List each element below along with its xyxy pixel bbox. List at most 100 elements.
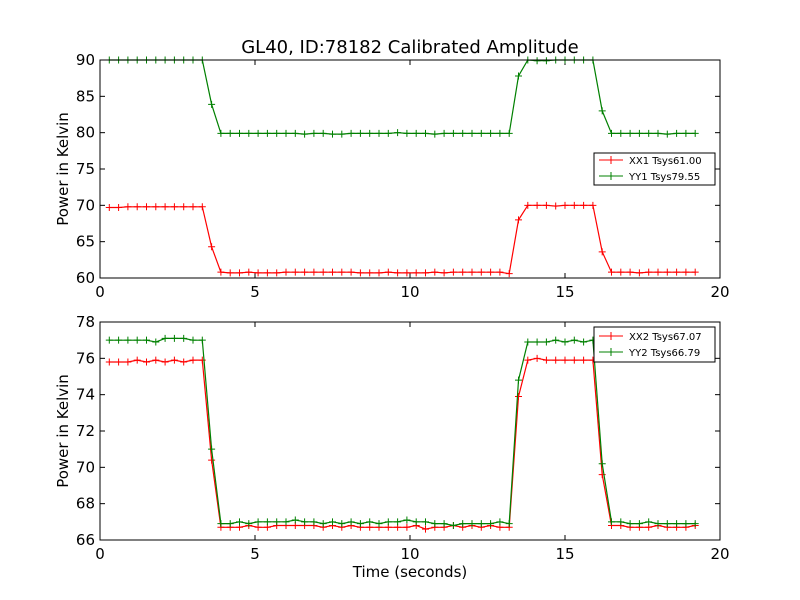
bottom-series-0-point (403, 523, 411, 531)
bottom-x-tick-label: 5 (250, 545, 260, 563)
top-series-1-point (635, 129, 643, 137)
bottom-series-1-point (691, 520, 699, 528)
top-y-tick-label: 90 (76, 51, 95, 69)
top-series-1-point (440, 129, 448, 137)
bottom-legend-marker-xx2 (607, 332, 615, 340)
bottom-series-1-point (663, 520, 671, 528)
top-series-1-point (226, 129, 234, 137)
top-series-0-point (384, 268, 392, 276)
bottom-legend: XX2 Tsys67.07 YY2 Tsys66.79 (593, 326, 716, 363)
top-series-1-point (431, 130, 439, 138)
bottom-series-1-point (105, 336, 113, 344)
top-series-1-point (403, 129, 411, 137)
bottom-series-0-point (143, 358, 150, 366)
bottom-series-1-point (505, 520, 513, 528)
top-series-0-point (282, 268, 290, 276)
bottom-series-1-point (459, 520, 467, 528)
top-series-1-point (375, 129, 383, 137)
top-series-0-point (468, 268, 476, 276)
top-series-1-point (263, 129, 271, 137)
top-series-0-point (422, 269, 429, 277)
top-series-1-point (654, 129, 662, 137)
bottom-series-0-point (105, 358, 113, 366)
bottom-series-0-point (552, 356, 560, 364)
top-series-1-point (366, 129, 374, 137)
top-x-tick-label: 20 (710, 283, 729, 301)
top-series-1-point (282, 129, 290, 137)
top-series-1-point (236, 129, 243, 137)
top-series-0-point (198, 203, 206, 211)
bottom-series-1-point (645, 518, 653, 526)
bottom-series-0-point (570, 356, 578, 364)
top-series-0-point (310, 268, 318, 276)
bottom-series-0-point (124, 358, 132, 366)
top-series-1-point (617, 129, 625, 137)
bottom-series-1-point (561, 338, 569, 346)
bottom-y-tick-label: 66 (76, 531, 95, 549)
bottom-series-1-point (347, 518, 355, 526)
top-series-1-point (291, 129, 299, 137)
top-series-0-point (105, 204, 113, 212)
bottom-series-0-point (198, 356, 206, 364)
bottom-series-1-point (226, 520, 234, 528)
top-series-1-point (515, 72, 522, 80)
top-x-tick-label: 0 (95, 283, 105, 301)
top-series-0-point (403, 269, 411, 277)
bottom-series-0-point (115, 358, 123, 366)
top-legend-label-yy1: YY1 Tsys79.55 (628, 172, 700, 183)
top-series-1-point (663, 130, 671, 138)
bottom-series-0-point (542, 356, 550, 364)
bottom-series-1-point (449, 521, 457, 529)
top-series-1-point (598, 107, 606, 115)
bottom-series-0-point (515, 392, 522, 400)
top-series-0-point (673, 268, 681, 276)
bottom-series-1-point (366, 518, 374, 526)
top-series-0-point (347, 268, 355, 276)
top-series-0-point (412, 269, 420, 277)
top-series-line-1 (109, 59, 696, 135)
bottom-series-1-point (487, 520, 495, 528)
top-series-0-point (226, 269, 234, 277)
bottom-series-0-point (422, 525, 429, 533)
top-series-1-point (496, 129, 504, 137)
top-series-1-point (468, 129, 476, 137)
top-series-0-point (431, 268, 439, 276)
bottom-series-1-point (673, 520, 681, 528)
top-series-0-point (524, 201, 532, 209)
bottom-plot-area: 0 5 10 15 20 66 68 70 72 74 76 78 (76, 313, 730, 563)
bottom-series-1-point (626, 520, 634, 528)
top-series-0-point (319, 268, 327, 276)
bottom-legend-label-xx2: XX2 Tsys67.07 (629, 332, 702, 343)
top-series-0-point (533, 201, 541, 209)
top-plot-frame (99, 59, 721, 279)
bottom-series-1-point (180, 334, 188, 342)
top-series-0-point (366, 269, 374, 277)
bottom-y-tick-label: 76 (76, 349, 95, 367)
top-series-0-point (440, 269, 448, 277)
bottom-series-1-point (263, 518, 271, 526)
top-series-0-point (329, 268, 336, 276)
bottom-series-line-0 (109, 357, 696, 530)
top-series-1-point (449, 129, 457, 137)
bottom-series-1-point (236, 518, 243, 526)
top-series-0-point (617, 268, 625, 276)
top-series-0-point (356, 269, 364, 277)
bottom-series-1-point (598, 460, 606, 468)
top-series-1-point (254, 129, 262, 137)
bottom-series-1-point (580, 338, 588, 346)
bottom-series-1-point (617, 518, 625, 526)
bottom-series-0-point (161, 358, 169, 366)
bottom-series-1-point (654, 520, 662, 528)
bottom-series-1-point (635, 520, 643, 528)
top-series-1-point (208, 100, 216, 108)
top-series-0-point (143, 203, 150, 211)
top-series-0-point (217, 268, 225, 276)
bottom-x-tick-label: 0 (95, 545, 105, 563)
top-series-0-point (170, 203, 178, 211)
top-series-0-point (654, 268, 662, 276)
bottom-series-0-point (533, 354, 541, 362)
top-y-tick-label: 70 (76, 196, 95, 214)
bottom-series-1-point (533, 338, 541, 346)
top-series-0-point (552, 202, 560, 210)
top-series-1-point (347, 129, 355, 137)
